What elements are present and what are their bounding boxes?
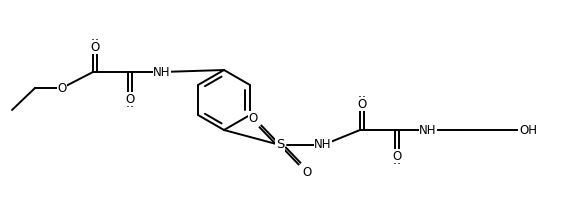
Text: O: O (392, 149, 401, 163)
Text: NH: NH (314, 138, 332, 151)
Text: O: O (58, 82, 67, 94)
Text: S: S (276, 138, 284, 151)
Text: NH: NH (419, 124, 437, 136)
Text: O: O (302, 166, 312, 179)
Text: NH: NH (153, 66, 170, 78)
Text: O: O (126, 92, 135, 106)
Text: O: O (357, 97, 367, 110)
Text: O: O (248, 111, 257, 125)
Text: OH: OH (519, 124, 537, 136)
Text: O: O (90, 41, 100, 53)
